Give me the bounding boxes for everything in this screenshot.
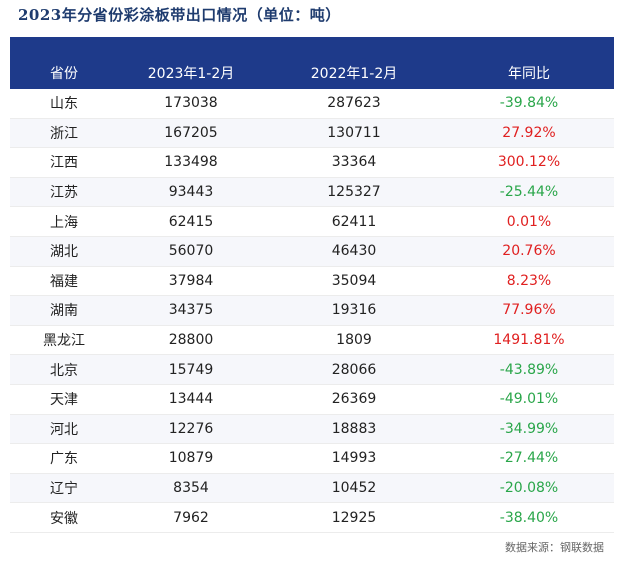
value-2023-cell: 28800 — [168, 332, 214, 349]
yoy-cell: 27.92% — [502, 124, 556, 141]
value-2022-cell: 28066 — [331, 361, 377, 378]
column-header-2023: 2023年1-2月 — [147, 66, 235, 82]
yoy-cell: 8.23% — [506, 272, 552, 289]
table-row: 江苏 93443 125327 -25.44% — [10, 177, 614, 208]
province-cell: 山东 — [50, 96, 78, 113]
value-2022-cell: 125327 — [327, 184, 381, 201]
yoy-cell: -34.99% — [499, 420, 559, 437]
table-row: 福建 37984 35094 8.23% — [10, 267, 614, 297]
province-cell: 辽宁 — [50, 481, 78, 498]
yoy-cell: 0.01% — [506, 213, 552, 230]
province-cell: 北京 — [50, 362, 78, 379]
column-header-yoy: 年同比 — [508, 66, 550, 82]
page-title: 2023年分省份彩涂板带出口情况（单位：吨） — [18, 6, 341, 24]
yoy-cell: -43.89% — [499, 361, 559, 378]
table-header: 省份 2023年1-2月 2022年1-2月 年同比 — [10, 37, 614, 89]
value-2022-cell: 10452 — [331, 480, 377, 497]
value-2022-cell: 14993 — [331, 450, 377, 467]
value-2023-cell: 93443 — [168, 184, 214, 201]
province-cell: 上海 — [50, 214, 78, 231]
province-cell: 天津 — [50, 392, 78, 409]
value-2023-cell: 7962 — [173, 509, 209, 526]
table-row: 山东 173038 287623 -39.84% — [10, 89, 614, 119]
value-2023-cell: 12276 — [168, 420, 214, 437]
value-2022-cell: 18883 — [331, 420, 377, 437]
province-cell: 福建 — [50, 273, 78, 290]
table-row: 河北 12276 18883 -34.99% — [10, 414, 614, 445]
value-2022-cell: 12925 — [331, 509, 377, 526]
yoy-cell: -38.40% — [499, 509, 559, 526]
value-2022-cell: 46430 — [331, 243, 377, 260]
table-row: 辽宁 8354 10452 -20.08% — [10, 473, 614, 504]
value-2023-cell: 173038 — [164, 95, 218, 112]
value-2022-cell: 35094 — [331, 272, 377, 289]
province-cell: 黑龙江 — [43, 333, 85, 350]
province-cell: 湖南 — [50, 303, 78, 320]
province-cell: 浙江 — [50, 125, 78, 142]
value-2023-cell: 133498 — [164, 154, 218, 171]
value-2022-cell: 19316 — [331, 302, 377, 319]
value-2023-cell: 56070 — [168, 243, 214, 260]
table-row: 安徽 7962 12925 -38.40% — [10, 503, 614, 533]
value-2022-cell: 1809 — [336, 332, 372, 349]
table-row: 广东 10879 14993 -27.44% — [10, 444, 614, 474]
data-table: 省份 2023年1-2月 2022年1-2月 年同比 山东 173038 28762… — [10, 37, 614, 533]
value-2023-cell: 34375 — [168, 302, 214, 319]
value-2023-cell: 167205 — [164, 124, 218, 141]
value-2023-cell: 15749 — [168, 361, 214, 378]
province-cell: 江西 — [50, 155, 78, 172]
column-header-2022: 2022年1-2月 — [310, 66, 398, 82]
value-2022-cell: 33364 — [331, 154, 377, 171]
value-2023-cell: 62415 — [168, 213, 214, 230]
value-2023-cell: 10879 — [168, 450, 214, 467]
table-row: 上海 62415 62411 0.01% — [10, 207, 614, 237]
column-header-province: 省份 — [50, 66, 78, 82]
value-2023-cell: 13444 — [168, 391, 214, 408]
province-cell: 江苏 — [50, 185, 78, 202]
table-row: 浙江 167205 130711 27.92% — [10, 118, 614, 149]
province-cell: 广东 — [50, 451, 78, 468]
yoy-cell: -25.44% — [499, 184, 559, 201]
table-body: 山东 173038 287623 -39.84% 浙江 167205 130711 27.92… — [10, 89, 614, 533]
yoy-cell: -27.44% — [499, 450, 559, 467]
yoy-cell: -20.08% — [499, 480, 559, 497]
value-2022-cell: 62411 — [331, 213, 377, 230]
yoy-cell: 1491.81% — [493, 332, 565, 349]
yoy-cell: 20.76% — [502, 243, 556, 260]
value-2023-cell: 8354 — [173, 480, 209, 497]
value-2022-cell: 130711 — [327, 124, 381, 141]
value-2022-cell: 26369 — [331, 391, 377, 408]
yoy-cell: -39.84% — [499, 95, 559, 112]
value-2022-cell: 287623 — [327, 95, 381, 112]
table-row: 天津 13444 26369 -49.01% — [10, 385, 614, 415]
value-2023-cell: 37984 — [168, 272, 214, 289]
yoy-cell: 77.96% — [502, 302, 556, 319]
province-cell: 河北 — [50, 421, 78, 438]
table-row: 江西 133498 33364 300.12% — [10, 148, 614, 178]
yoy-cell: 300.12% — [497, 154, 561, 171]
province-cell: 安徽 — [50, 510, 78, 527]
province-cell: 湖北 — [50, 244, 78, 261]
table-row: 北京 15749 28066 -43.89% — [10, 355, 614, 385]
yoy-cell: -49.01% — [499, 391, 559, 408]
table-row: 湖南 34375 19316 77.96% — [10, 296, 614, 326]
source-note: 数据来源：钢联数据 — [505, 541, 604, 554]
table-row: 湖北 56070 46430 20.76% — [10, 236, 614, 267]
table-row: 黑龙江 28800 1809 1491.81% — [10, 326, 614, 356]
